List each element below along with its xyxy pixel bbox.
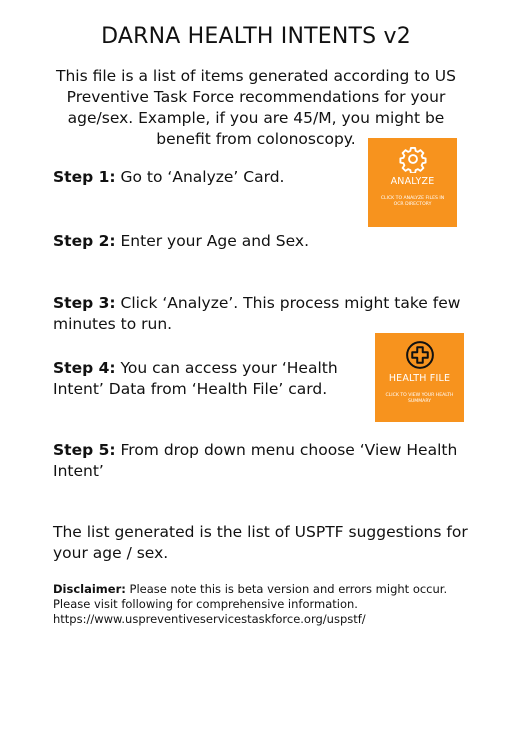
- step-3: Step 3: Click ‘Analyze’. This process mi…: [53, 293, 473, 335]
- step-5: Step 5: From drop down menu choose ‘View…: [53, 440, 473, 482]
- step-5-text: From drop down menu choose ‘View Health …: [53, 441, 458, 480]
- disclaimer: Disclaimer: Please note this is beta ver…: [53, 582, 473, 627]
- step-1-label: Step 1:: [53, 168, 116, 186]
- disclaimer-text: Please note this is beta version and err…: [53, 582, 448, 611]
- disclaimer-label: Disclaimer:: [53, 582, 126, 596]
- step-3-text: Click ‘Analyze’. This process might take…: [53, 294, 461, 333]
- step-4: Step 4: You can access your ‘Health Inte…: [53, 358, 353, 400]
- health-file-card[interactable]: HEALTH FILE CLICK TO VIEW YOUR HEALTH SU…: [375, 333, 464, 422]
- disclaimer-url[interactable]: https://www.uspreventiveservicestaskforc…: [53, 612, 366, 626]
- health-file-card-title: HEALTH FILE: [388, 373, 451, 384]
- analyze-card[interactable]: ANALYZE CLICK TO ANALYZE FILES IN OCR DI…: [368, 138, 457, 227]
- health-file-card-subtitle: CLICK TO VIEW YOUR HEALTH SUMMARY: [385, 393, 454, 404]
- step-2-label: Step 2:: [53, 232, 116, 250]
- summary-text: The list generated is the list of USPTF …: [53, 523, 468, 562]
- gear-icon: [398, 146, 427, 173]
- analyze-card-subtitle: CLICK TO ANALYZE FILES IN OCR DIRECTORY: [380, 196, 445, 207]
- step-1: Step 1: Go to ‘Analyze’ Card.: [53, 167, 353, 188]
- step-4-text: You can access your ‘Health Intent’ Data…: [53, 359, 338, 398]
- step-1-text: Go to ‘Analyze’ Card.: [120, 168, 285, 186]
- analyze-card-title: ANALYZE: [390, 176, 435, 187]
- step-5-label: Step 5:: [53, 441, 116, 459]
- intro-text: This file is a list of items generated a…: [56, 67, 456, 148]
- page-title: DARNA HEALTH INTENTS v2: [101, 24, 411, 49]
- step-2: Step 2: Enter your Age and Sex.: [53, 231, 473, 252]
- step-4-label: Step 4:: [53, 359, 116, 377]
- step-2-text: Enter your Age and Sex.: [120, 232, 310, 250]
- medical-cross-icon: [405, 341, 434, 369]
- step-3-label: Step 3:: [53, 294, 116, 312]
